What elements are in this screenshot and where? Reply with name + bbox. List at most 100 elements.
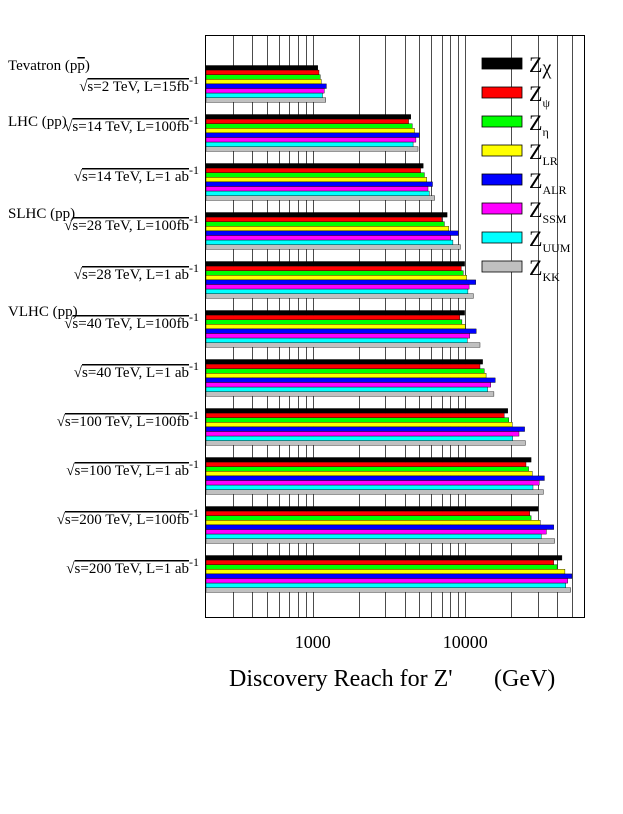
bar-zlr-row6 — [205, 373, 487, 379]
group-header: VLHC (pp) — [8, 304, 78, 320]
row-label: √s=200 TeV, L=100fb-1 — [57, 506, 199, 528]
bar-zuum-row8 — [205, 484, 534, 490]
bar-zψ-row10 — [205, 559, 554, 565]
bar-zψ-row3 — [205, 216, 442, 222]
bar-zχ-row6 — [205, 359, 483, 365]
x-tick-label: 10000 — [443, 632, 488, 652]
bar-zχ-row0 — [205, 65, 319, 71]
legend-swatch-ssm — [481, 202, 523, 215]
bar-zlr-row0 — [205, 79, 322, 85]
bar-zlr-row2 — [205, 177, 428, 183]
bar-zuum-row6 — [205, 386, 488, 392]
bar-zalr-row7 — [205, 426, 525, 432]
bar-zuum-row4 — [205, 288, 469, 294]
legend-swatch-kk — [481, 260, 523, 273]
legend-label: ZALR — [529, 168, 566, 197]
bar-zalr-row8 — [205, 475, 545, 481]
bar-zχ-row1 — [205, 114, 412, 120]
bar-zη-row1 — [205, 123, 413, 129]
bar-zssm-row2 — [205, 186, 429, 192]
bar-zssm-row0 — [205, 88, 325, 94]
bar-zssm-row1 — [205, 137, 417, 143]
bar-zψ-row7 — [205, 412, 505, 418]
bar-zη-row0 — [205, 74, 321, 80]
row-label: √s=40 TeV, L=100fb-1 — [64, 310, 199, 332]
bar-zssm-row10 — [205, 578, 568, 584]
bar-zuum-row0 — [205, 92, 323, 98]
row-label: √s=200 TeV, L=1 ab-1 — [66, 555, 199, 577]
row-label: √s=40 TeV, L=1 ab-1 — [74, 359, 199, 381]
bar-zlr-row3 — [205, 226, 450, 232]
legend-label: Zψ — [529, 81, 550, 110]
bar-zalr-row5 — [205, 328, 477, 334]
row-label: √s=28 TeV, L=100fb-1 — [64, 212, 199, 234]
bar-zlr-row8 — [205, 471, 533, 477]
row-label: √s=100 TeV, L=100fb-1 — [57, 408, 199, 430]
legend-label: ZLR — [529, 139, 558, 168]
bar-zuum-row2 — [205, 190, 430, 196]
bar-zssm-row7 — [205, 431, 520, 437]
bar-zψ-row4 — [205, 265, 462, 271]
x-axis-units: (GeV) — [494, 666, 555, 692]
bar-zuum-row7 — [205, 435, 513, 441]
row-label: √s=14 TeV, L=100fb-1 — [64, 113, 199, 135]
bar-zχ-row9 — [205, 506, 539, 512]
bar-zη-row2 — [205, 172, 425, 178]
bar-zalr-row3 — [205, 230, 459, 236]
bar-zalr-row0 — [205, 83, 327, 89]
bar-zψ-row5 — [205, 314, 460, 320]
bar-zalr-row4 — [205, 279, 476, 285]
bar-zuum-row5 — [205, 337, 468, 343]
bar-zη-row7 — [205, 417, 509, 423]
bar-zη-row8 — [205, 466, 529, 472]
bar-zkk-row6 — [205, 391, 495, 397]
row-label: √s=14 TeV, L=1 ab-1 — [74, 163, 199, 185]
legend-swatch-alr — [481, 173, 523, 186]
bar-zψ-row1 — [205, 118, 409, 124]
bar-zkk-row0 — [205, 97, 327, 103]
bar-zkk-row1 — [205, 146, 419, 152]
bar-zkk-row4 — [205, 293, 474, 299]
bar-zssm-row9 — [205, 529, 547, 535]
row-label: √s=2 TeV, L=15fb-1 — [79, 73, 199, 95]
bar-zssm-row3 — [205, 235, 451, 241]
bar-zlr-row1 — [205, 128, 415, 134]
bar-zalr-row1 — [205, 132, 420, 138]
legend-label: ZKK — [529, 255, 560, 284]
bar-zuum-row10 — [205, 582, 566, 588]
bar-zkk-row7 — [205, 440, 526, 446]
bar-zη-row4 — [205, 270, 464, 276]
bar-zψ-row0 — [205, 69, 320, 75]
bar-zuum-row1 — [205, 141, 414, 147]
group-header: Tevatron (pp) — [8, 58, 90, 74]
legend-swatch-η — [481, 115, 523, 128]
bar-zuum-row3 — [205, 239, 454, 245]
legend-label: ZUUM — [529, 226, 571, 255]
bar-zψ-row6 — [205, 363, 481, 369]
bar-zχ-row4 — [205, 261, 465, 267]
bar-zkk-row8 — [205, 489, 544, 495]
bar-zη-row5 — [205, 319, 463, 325]
bar-zψ-row8 — [205, 461, 527, 467]
bar-zssm-row8 — [205, 480, 540, 486]
row-labels: √s=2 TeV, L=15fb-1 √s=14 TeV, L=100fb-1 √s… — [8, 58, 199, 577]
bar-zlr-row9 — [205, 520, 541, 526]
bar-zlr-row10 — [205, 569, 566, 575]
bar-zuum-row9 — [205, 533, 542, 539]
bar-zη-row9 — [205, 515, 532, 521]
bar-zlr-row4 — [205, 275, 467, 281]
bars — [205, 65, 573, 593]
row-label: √s=28 TeV, L=1 ab-1 — [74, 261, 199, 283]
legend-label: Zη — [529, 110, 549, 139]
bar-zkk-row9 — [205, 538, 555, 544]
bar-zalr-row9 — [205, 524, 554, 530]
bar-zη-row10 — [205, 564, 558, 570]
bar-zkk-row10 — [205, 587, 571, 593]
bar-zψ-row2 — [205, 167, 421, 173]
bar-zssm-row6 — [205, 382, 491, 388]
bar-zχ-row5 — [205, 310, 465, 316]
bar-zalr-row2 — [205, 181, 433, 187]
legend-swatch-ψ — [481, 86, 523, 99]
